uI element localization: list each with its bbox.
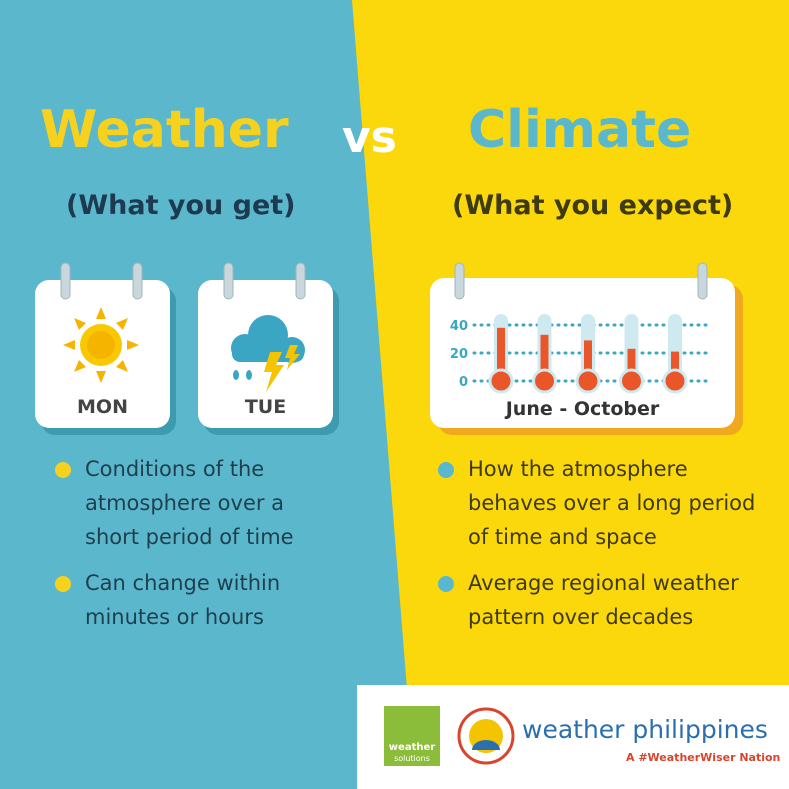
- tick-label: 0: [459, 375, 468, 390]
- bullet: Average regional weather pattern over de…: [438, 566, 778, 634]
- right-subtitle: (What you expect): [452, 190, 734, 221]
- thermometer-level: [497, 327, 505, 381]
- thermometer-bulb: [488, 368, 514, 394]
- tagline: A #WeatherWiser Nation: [626, 751, 781, 764]
- thermometer-level: [540, 334, 549, 381]
- bullet: Conditions of the atmosphere over a shor…: [55, 452, 325, 554]
- tick-label: 20: [450, 347, 468, 362]
- thermometer-level: [627, 348, 636, 381]
- thermometer-level: [671, 351, 679, 381]
- vs-label: vs: [342, 112, 397, 163]
- right-title: Climate: [468, 100, 692, 160]
- calendar-tue: [198, 262, 339, 435]
- logo-text: solutions: [394, 754, 430, 763]
- thermometer-bulb: [662, 368, 688, 394]
- thermometer-bulb: [619, 368, 644, 394]
- left-subtitle: (What you get): [66, 190, 296, 221]
- thermometer-bulb: [532, 368, 557, 394]
- brand-name: weather philippines: [522, 715, 768, 744]
- day-label: TUE: [244, 396, 287, 418]
- thermometer-level: [584, 340, 592, 381]
- bullet: How the atmosphere behaves over a long p…: [438, 452, 778, 554]
- calendar-mon: [35, 262, 176, 435]
- logo-text: weather: [388, 742, 436, 753]
- left-title: Weather: [40, 100, 289, 160]
- climate-points: How the atmosphere behaves over a long p…: [438, 452, 778, 646]
- logo-weather-solutions: [384, 706, 440, 766]
- thermometer-label: June - October: [505, 398, 660, 420]
- weather-points: Conditions of the atmosphere over a shor…: [55, 452, 325, 646]
- day-label: MON: [77, 396, 128, 418]
- logo-weather-philippines: [457, 707, 515, 765]
- thermometer-bulb: [575, 368, 601, 394]
- bullet: Can change within minutes or hours: [55, 566, 325, 634]
- tick-label: 40: [450, 319, 468, 334]
